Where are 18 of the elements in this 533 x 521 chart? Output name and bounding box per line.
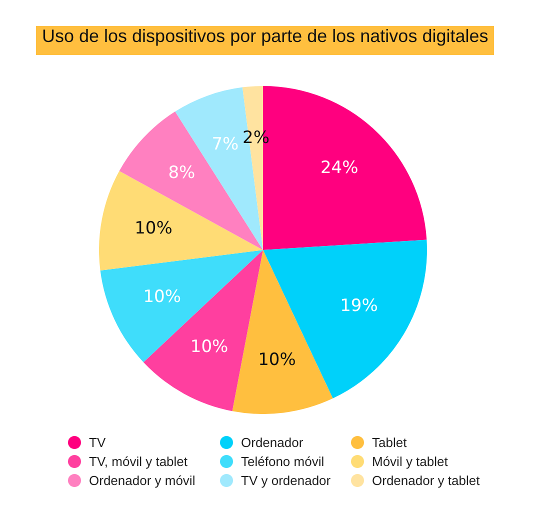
legend-label: Ordenador y tablet — [372, 473, 480, 488]
data-label: 8% — [168, 163, 196, 184]
data-label: 7% — [212, 134, 239, 154]
legend-label: Ordenador y móvil — [89, 473, 196, 488]
data-label: 10% — [258, 350, 296, 370]
data-label: 10% — [143, 286, 181, 307]
legend-label: TV y ordenador — [241, 473, 331, 488]
data-label: 24% — [320, 158, 358, 178]
legend-label: TV, móvil y tablet — [89, 454, 188, 469]
legend-label: Tablet — [372, 435, 407, 450]
data-label: 19% — [340, 296, 378, 316]
legend-label: Teléfono móvil — [241, 454, 324, 469]
legend-label: Móvil y tablet — [372, 454, 448, 469]
data-label: 10% — [134, 218, 172, 239]
legend-label: TV — [89, 435, 106, 450]
chart-title: Uso de los dispositivos por parte de los nativos digitales — [36, 26, 494, 55]
data-label: 10% — [190, 337, 228, 358]
legend-label: Ordenador — [241, 435, 304, 450]
